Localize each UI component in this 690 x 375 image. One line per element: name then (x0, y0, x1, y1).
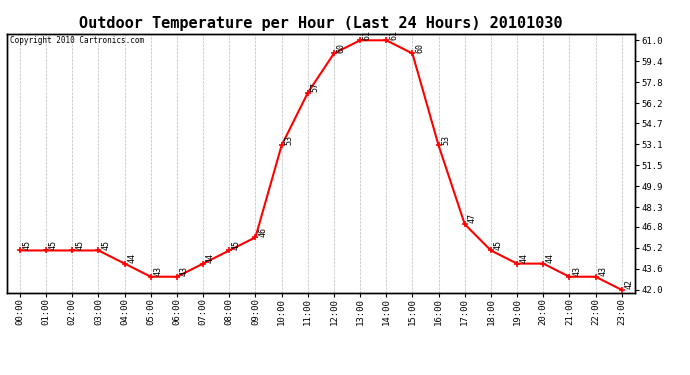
Text: 61: 61 (389, 30, 398, 39)
Text: 45: 45 (101, 240, 110, 250)
Title: Outdoor Temperature per Hour (Last 24 Hours) 20101030: Outdoor Temperature per Hour (Last 24 Ho… (79, 16, 562, 31)
Text: 43: 43 (154, 266, 163, 276)
Text: 43: 43 (179, 266, 189, 276)
Text: 43: 43 (572, 266, 581, 276)
Text: 45: 45 (232, 240, 241, 250)
Text: 46: 46 (258, 226, 267, 237)
Text: 53: 53 (442, 135, 451, 145)
Text: 44: 44 (546, 253, 555, 263)
Text: 42: 42 (624, 279, 633, 289)
Text: 44: 44 (206, 253, 215, 263)
Text: Copyright 2010 Cartronics.com: Copyright 2010 Cartronics.com (10, 36, 144, 45)
Text: 45: 45 (75, 240, 84, 250)
Text: 61: 61 (363, 30, 372, 39)
Text: 45: 45 (493, 240, 503, 250)
Text: 44: 44 (520, 253, 529, 263)
Text: 60: 60 (337, 43, 346, 52)
Text: 45: 45 (23, 240, 32, 250)
Text: 47: 47 (468, 213, 477, 223)
Text: 60: 60 (415, 43, 424, 52)
Text: 44: 44 (128, 253, 137, 263)
Text: 53: 53 (284, 135, 293, 145)
Text: 45: 45 (49, 240, 58, 250)
Text: 57: 57 (310, 82, 319, 92)
Text: 43: 43 (598, 266, 607, 276)
